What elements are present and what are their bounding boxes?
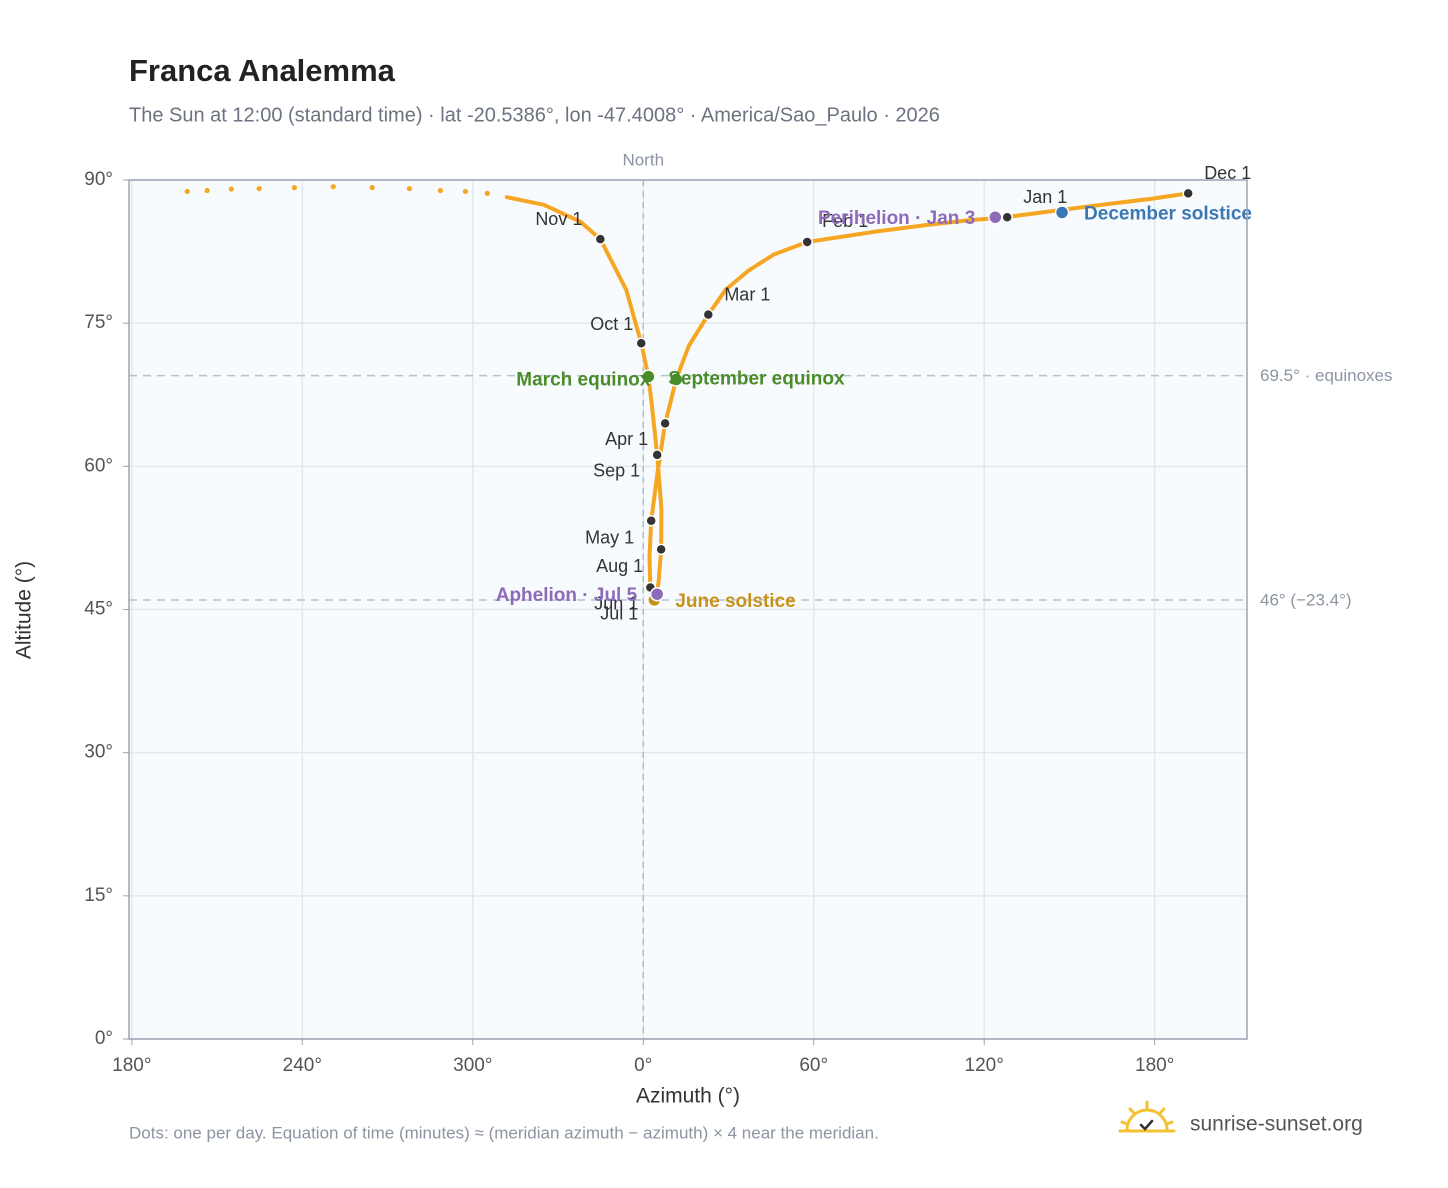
month-marker	[702, 308, 715, 321]
event-marker	[988, 209, 1003, 225]
x-tick-label: 60°	[799, 1055, 828, 1076]
north-label: North	[622, 150, 664, 169]
day-dot	[204, 187, 210, 194]
x-axis-label: Azimuth (°)	[636, 1085, 740, 1108]
day-dot	[330, 184, 336, 190]
event-marker	[641, 369, 656, 384]
event-label: December solstice	[1084, 203, 1252, 224]
y-tick-label: 0°	[95, 1028, 113, 1049]
event-label: March equinox	[516, 370, 651, 391]
x-tick-label: 180°	[1135, 1055, 1174, 1076]
y-tick-label: 30°	[84, 742, 113, 763]
month-label: Aug 1	[596, 556, 643, 576]
day-dot	[291, 185, 297, 191]
month-label: Dec 1	[1204, 163, 1251, 183]
day-dot	[462, 188, 468, 195]
month-label: Jul 1	[600, 604, 638, 624]
y-axis-label: Altitude (°)	[13, 561, 36, 659]
event-label: Perihelion · Jan 3	[818, 208, 975, 229]
month-marker	[655, 543, 667, 556]
brand: sunrise-sunset.org	[1190, 1113, 1363, 1136]
day-dot	[484, 190, 490, 196]
month-label: Oct 1	[590, 314, 633, 334]
day-dot	[406, 185, 413, 192]
reference-label: 69.5° · equinoxes	[1260, 366, 1393, 385]
x-tick-label: 180°	[112, 1055, 151, 1076]
month-label: Jan 1	[1023, 187, 1067, 207]
event-marker	[1054, 205, 1070, 220]
event-label: June solstice	[675, 591, 795, 612]
month-marker	[651, 449, 663, 461]
day-dot	[437, 187, 443, 194]
event-marker	[649, 586, 665, 602]
analemma-line	[1010, 191, 1191, 219]
month-label: May 1	[585, 527, 634, 547]
chart-subtitle: The Sun at 12:00 (standard time) · lat -…	[129, 104, 940, 126]
month-label: Jun 1	[594, 593, 638, 613]
day-dot	[369, 185, 375, 191]
y-tick-label: 90°	[84, 169, 113, 190]
x-tick-label: 300°	[453, 1055, 492, 1076]
event-label: September equinox	[668, 368, 845, 389]
day-dot	[228, 186, 234, 192]
month-marker	[659, 417, 671, 430]
month-label: Sep 1	[593, 461, 640, 481]
event-marker	[668, 372, 684, 387]
reference-label: 46° (−23.4°)	[1260, 590, 1352, 609]
y-tick-label: 75°	[84, 312, 113, 333]
month-marker	[1001, 211, 1013, 223]
brand-logo	[1118, 1100, 1176, 1133]
month-marker	[645, 514, 657, 527]
month-marker	[1182, 187, 1194, 200]
day-dot	[184, 188, 190, 195]
y-tick-label: 15°	[84, 885, 113, 906]
month-label: Apr 1	[605, 429, 648, 449]
analemma-line	[504, 195, 1010, 602]
y-tick-label: 60°	[84, 455, 113, 476]
month-marker	[635, 337, 648, 349]
month-label: Mar 1	[724, 284, 770, 304]
event-label: Aphelion · Jul 5	[496, 585, 638, 606]
day-dot	[256, 185, 262, 192]
month-marker	[594, 233, 607, 245]
month-label: Feb 1	[822, 211, 868, 231]
x-tick-label: 240°	[283, 1055, 322, 1076]
footnote: Dots: one per day. Equation of time (min…	[129, 1123, 879, 1142]
month-marker	[801, 236, 813, 248]
grid	[129, 179, 1247, 1040]
y-tick-label: 45°	[84, 599, 113, 620]
chart-title: Franca Analemma	[129, 53, 396, 88]
x-tick-label: 120°	[965, 1055, 1004, 1076]
x-tick-label: 0°	[634, 1055, 652, 1076]
month-label: Nov 1	[535, 209, 582, 229]
